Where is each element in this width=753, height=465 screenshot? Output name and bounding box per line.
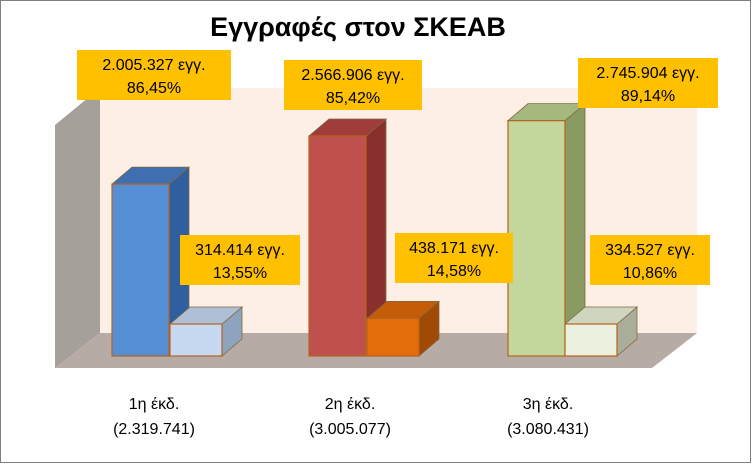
data-label-secondary-1-value: 314.414 εγγ. <box>195 242 285 259</box>
data-label-main-1-percent: 86,45% <box>127 80 181 97</box>
data-label-secondary-3-percent: 10,86% <box>623 265 677 282</box>
data-label-secondary-1: 314.414 εγγ. 13,55% <box>180 235 300 285</box>
data-label-main-2-percent: 85,42% <box>326 90 380 107</box>
data-label-secondary-1-bg <box>180 235 300 285</box>
category-label-3: 3η έκδ. <box>523 396 574 413</box>
data-label-secondary-3-bg <box>590 235 710 285</box>
data-label-main-3-bg <box>578 58 718 108</box>
bar-secondary-1 <box>168 306 244 357</box>
category-label-1: 1η έκδ. <box>129 396 180 413</box>
data-label-main-3: 2.745.904 εγγ. 89,14% <box>578 58 718 108</box>
category-total-2: (3.005.077) <box>309 421 391 438</box>
chart-title: Εγγραφές στον ΣΚΕΑΒ <box>210 12 506 42</box>
data-label-secondary-3: 334.527 εγγ. 10,86% <box>590 235 710 285</box>
bar-main-1-front <box>111 183 170 357</box>
data-label-main-2-bg <box>284 60 422 110</box>
data-label-secondary-1-percent: 13,55% <box>213 265 267 282</box>
data-label-main-2: 2.566.906 εγγ. 85,42% <box>284 60 422 110</box>
bar-secondary-1-front <box>169 323 223 357</box>
data-label-secondary-2-percent: 14,58% <box>427 263 481 280</box>
data-label-main-3-value: 2.745.904 εγγ. <box>596 65 699 82</box>
data-label-secondary-3-value: 334.527 εγγ. <box>605 242 695 259</box>
bar-main-2-front <box>308 135 367 357</box>
chart-side-wall <box>55 88 100 368</box>
data-label-secondary-2-value: 438.171 εγγ. <box>409 240 499 257</box>
category-total-3: (3.080.431) <box>507 421 589 438</box>
category-label-2: 2η έκδ. <box>325 396 376 413</box>
bar-secondary-2-front <box>366 317 420 357</box>
bars-layer <box>110 102 639 357</box>
data-label-main-1-bg <box>77 50 231 100</box>
data-label-main-2-value: 2.566.906 εγγ. <box>301 67 404 84</box>
data-label-secondary-2-bg <box>395 233 513 283</box>
bar-secondary-2 <box>365 300 441 357</box>
bar-main-3 <box>506 102 587 357</box>
data-label-main-1-value: 2.005.327 εγγ. <box>102 57 205 74</box>
data-label-main-3-percent: 89,14% <box>621 88 675 105</box>
bar-secondary-3-front <box>564 323 618 357</box>
category-total-1: (2.319.741) <box>113 421 195 438</box>
bar-main-3-front <box>507 120 566 357</box>
chart-back-wall <box>100 88 697 333</box>
data-label-secondary-2: 438.171 εγγ. 14,58% <box>395 233 513 283</box>
bar-main-2 <box>307 118 388 357</box>
bar-secondary-3 <box>563 306 639 357</box>
bar-main-1 <box>110 166 191 357</box>
data-label-main-1: 2.005.327 εγγ. 86,45% <box>77 50 231 100</box>
labels-layer: 2.005.327 εγγ. 86,45% 314.414 εγγ. 13,55% 2.… <box>77 50 718 285</box>
categories-layer: 1η έκδ. (2.319.741) 2η έκδ. (3.005.077) 3η έ… <box>113 396 589 438</box>
